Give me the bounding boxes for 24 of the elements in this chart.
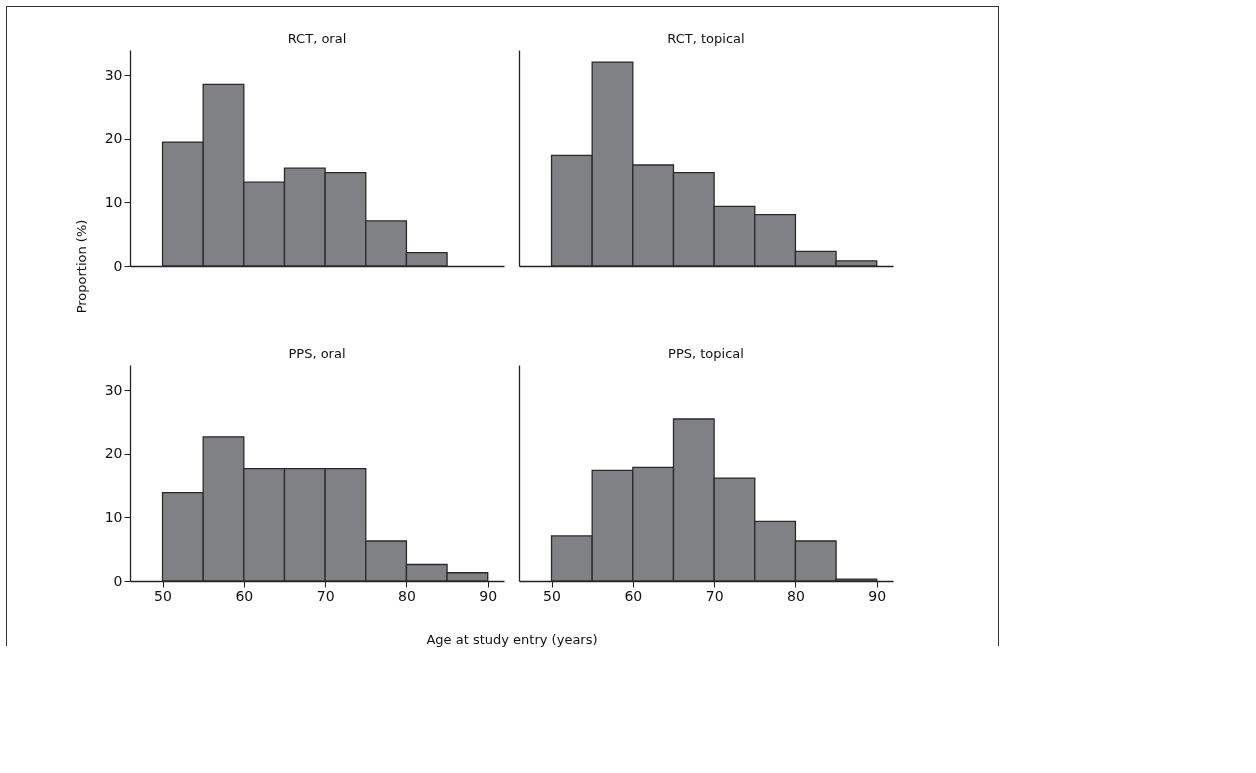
y-tick-label: 30: [104, 66, 123, 83]
x-tick-label: 60: [624, 587, 643, 604]
x-tick-label: 60: [235, 587, 254, 604]
y-tick-label: 0: [113, 257, 123, 274]
y-tick-label: 20: [104, 130, 123, 147]
y-tick-label: 30: [104, 381, 123, 398]
chart-title: RCT, oral: [287, 31, 347, 46]
x-tick-label: 70: [705, 587, 724, 604]
y-axis-title: Proportion (%): [73, 219, 89, 314]
y-tick-label: 10: [104, 508, 123, 525]
x-tick-label: 70: [316, 587, 335, 604]
x-tick-label: 80: [787, 587, 805, 604]
chart-title: RCT, topical: [667, 31, 745, 46]
x-tick-label: 50: [543, 587, 561, 604]
chart-title: PPS, oral: [288, 346, 346, 361]
y-tick-label: 20: [104, 445, 123, 462]
y-tick-label: 10: [104, 193, 123, 210]
x-tick-label: 90: [479, 587, 498, 604]
chart-title: PPS, topical: [668, 346, 744, 361]
x-tick-label: 80: [398, 587, 416, 604]
x-tick-label: 50: [154, 587, 172, 604]
y-tick-label: 0: [113, 572, 123, 589]
x-axis-title: Age at study entry (years): [426, 631, 598, 647]
x-tick-label: 90: [868, 587, 887, 604]
